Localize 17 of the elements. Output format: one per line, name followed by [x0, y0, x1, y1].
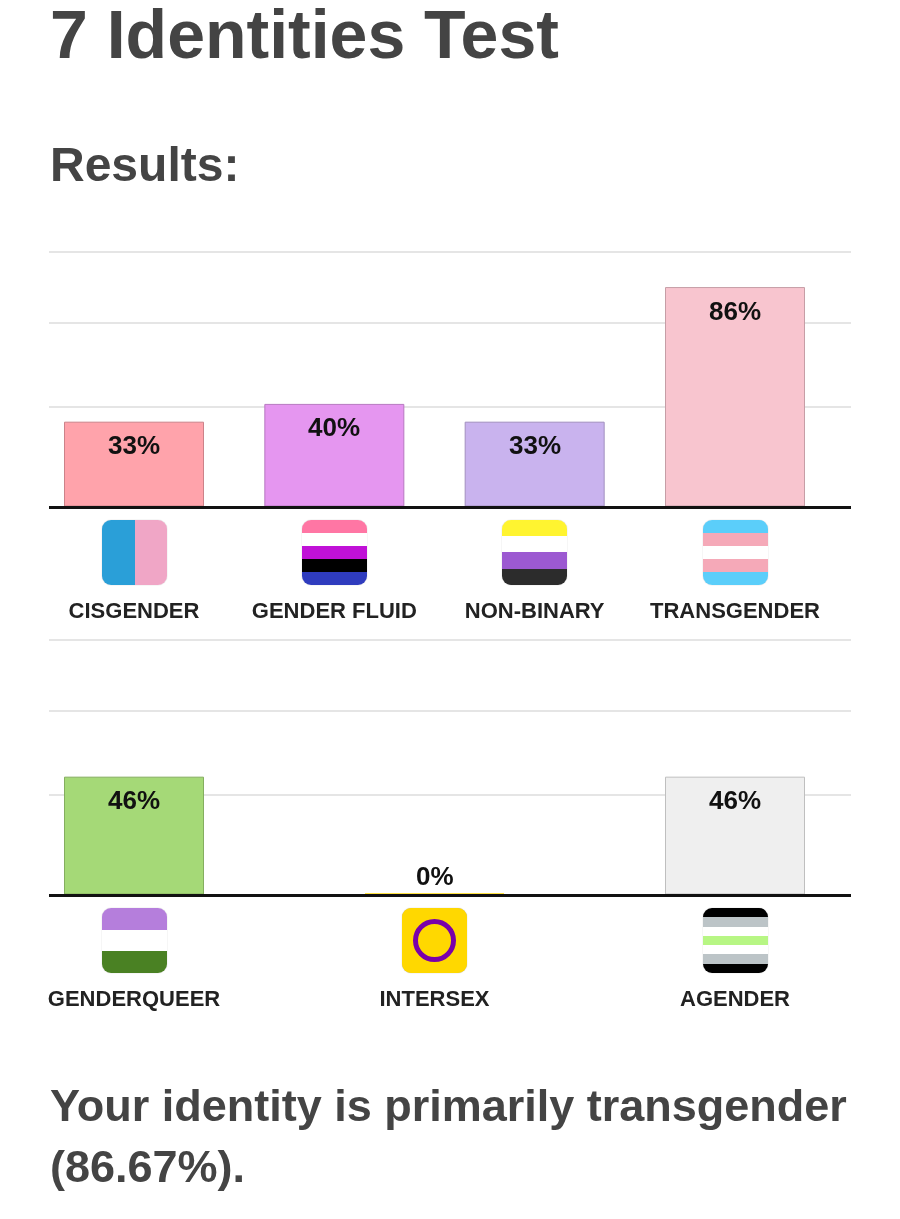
data-label: 86%: [709, 296, 762, 326]
x-tick-label: GENDERQUEER: [47, 985, 221, 1011]
data-label: 46%: [108, 785, 161, 815]
x-tick-label: GENDER FLUID: [251, 597, 417, 623]
x-tick-label: AGENDER: [679, 985, 791, 1011]
text: Your identity is primarily transgender (86.67%).: [50, 1079, 848, 1194]
x-tick-label: NON-BINARY: [464, 597, 605, 623]
data-label: 0%: [416, 861, 454, 891]
chart-subtitle: Results:: [50, 138, 240, 191]
x-tick-label: TRANSGENDER: [650, 597, 821, 623]
x-tick-label: CISGENDER: [68, 597, 200, 623]
chart-title: 7 Identities Test: [50, 0, 559, 72]
data-label: 33%: [509, 430, 562, 460]
data-label: 46%: [709, 785, 762, 815]
x-tick-label: INTERSEX: [379, 985, 490, 1011]
data-label: 33%: [108, 430, 161, 460]
data-label: 40%: [308, 412, 361, 442]
